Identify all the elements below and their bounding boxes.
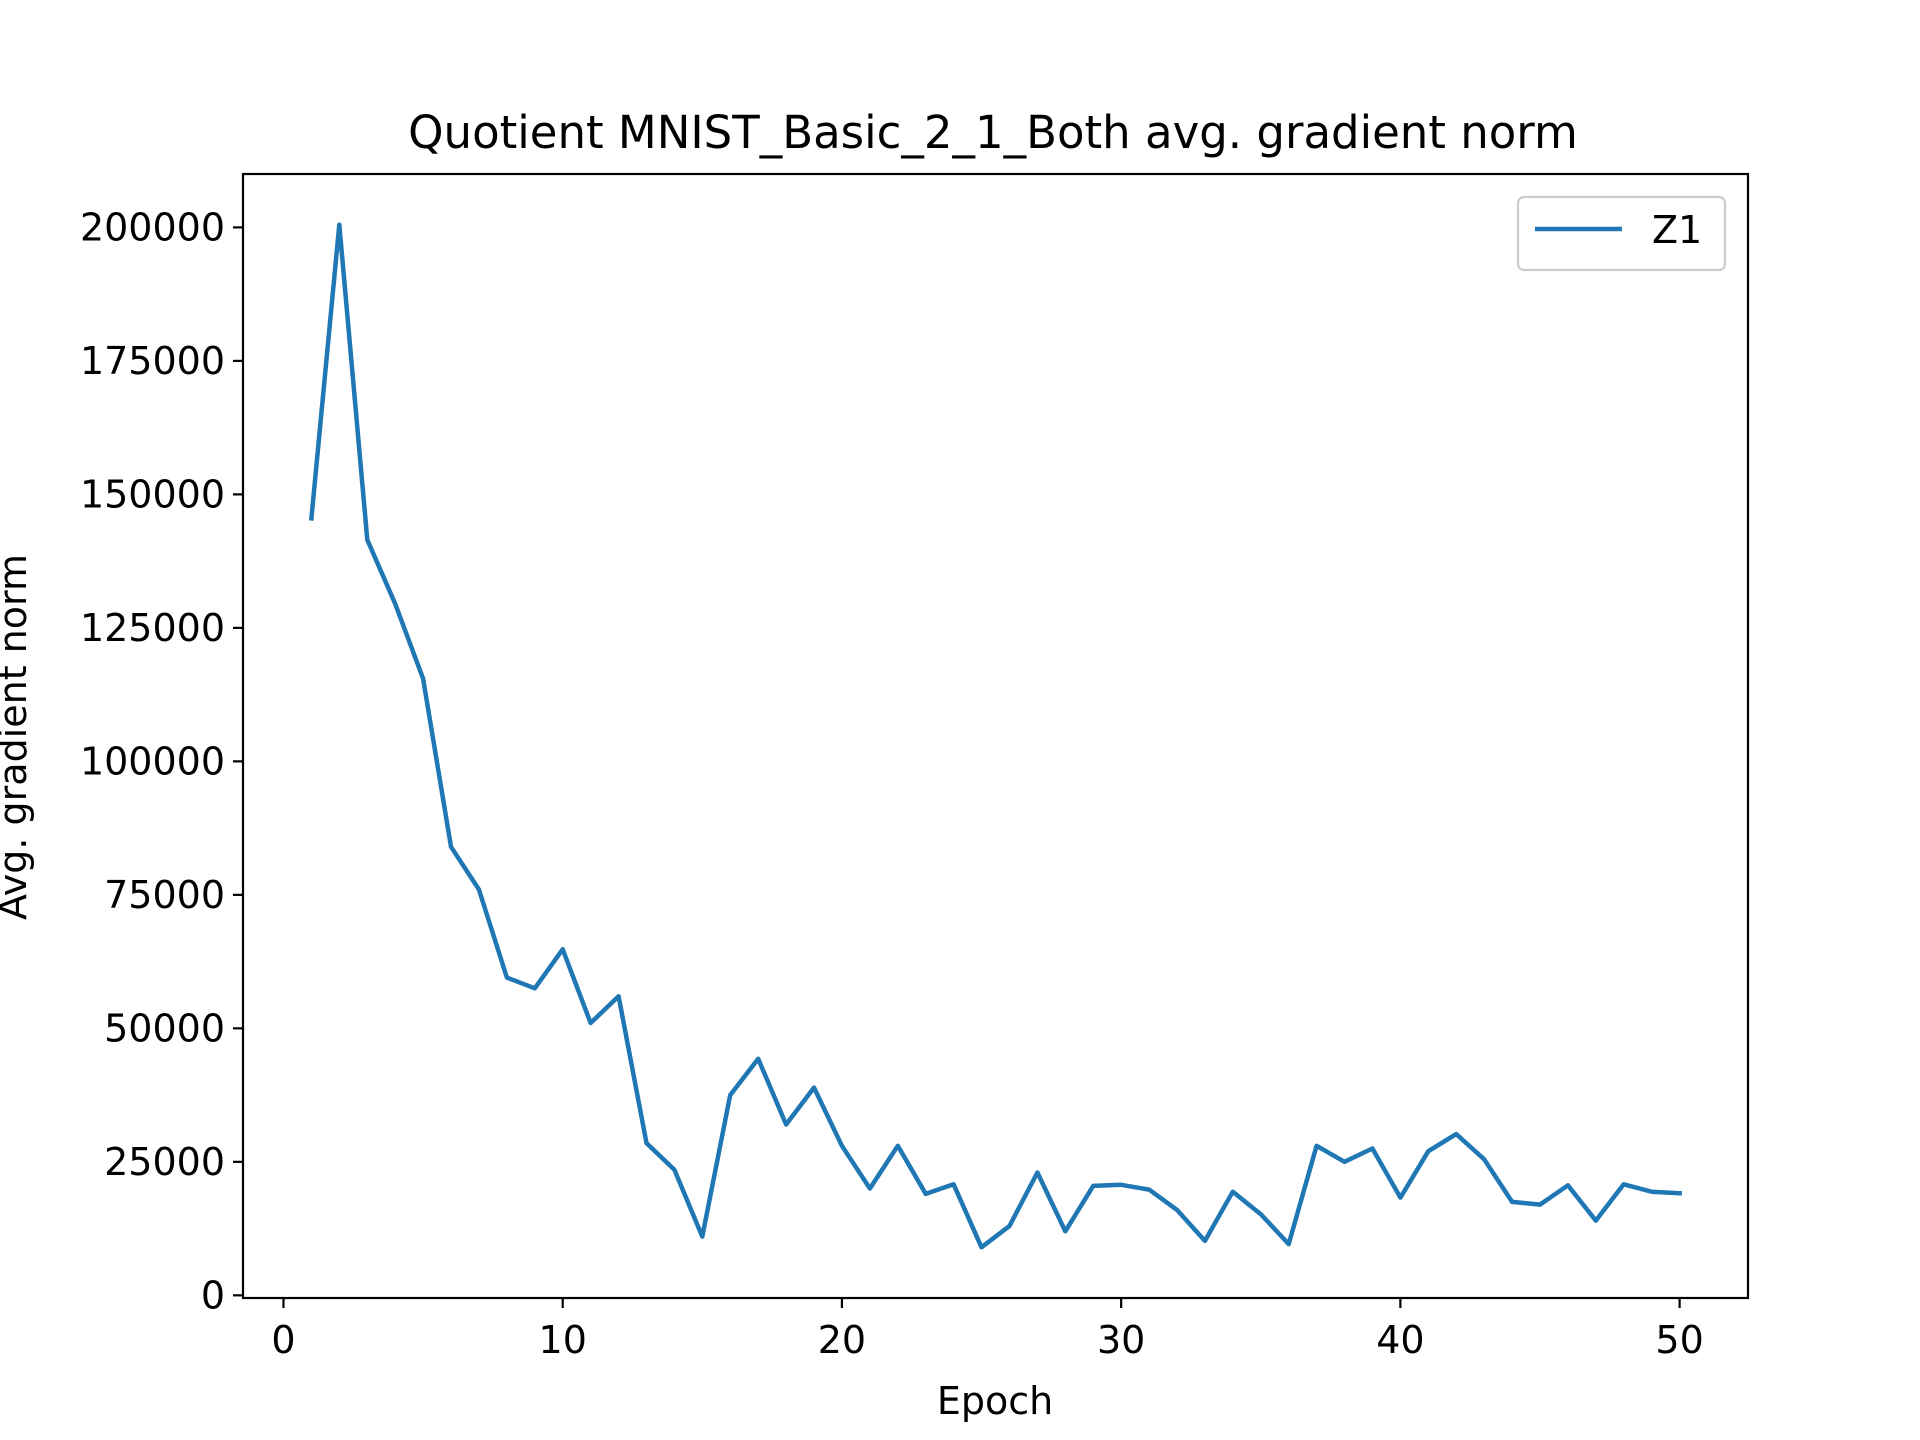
x-tick-label: 50 — [1655, 1318, 1703, 1362]
x-tick-label: 0 — [271, 1318, 295, 1362]
legend-frame — [1516, 195, 1727, 272]
x-tick-label: 20 — [818, 1318, 866, 1362]
y-tick-label: 175000 — [80, 339, 225, 383]
y-tick-label: 25000 — [104, 1140, 225, 1184]
x-axis-ticks: 0 10 20 30 40 50 — [271, 1298, 1704, 1362]
series-layer — [308, 222, 1682, 1250]
x-tick-label: 30 — [1097, 1318, 1145, 1362]
x-axis-label: Epoch — [937, 1379, 1053, 1423]
chart-title: Quotient MNIST_Basic_2_1_Both avg. gradi… — [408, 106, 1578, 159]
y-tick-label: 200000 — [80, 205, 225, 249]
series-line-z1 — [308, 222, 1682, 1250]
legend: Z1 — [1516, 195, 1727, 272]
y-axis-label: Avg. gradient norm — [0, 554, 35, 920]
y-tick-label: 100000 — [80, 739, 225, 783]
y-tick-label: 75000 — [104, 873, 225, 917]
legend-label-z1: Z1 — [1652, 208, 1702, 252]
y-tick-label: 50000 — [104, 1006, 225, 1050]
y-tick-label: 150000 — [80, 472, 225, 516]
x-tick-label: 10 — [539, 1318, 587, 1362]
y-tick-label: 0 — [201, 1273, 225, 1317]
y-axis-ticks: 0 25000 50000 75000 100000 125000 150000 175000… — [80, 205, 243, 1317]
x-tick-label: 40 — [1376, 1318, 1424, 1362]
plot-area-frame — [241, 172, 1750, 1300]
y-tick-label: 125000 — [80, 606, 225, 650]
